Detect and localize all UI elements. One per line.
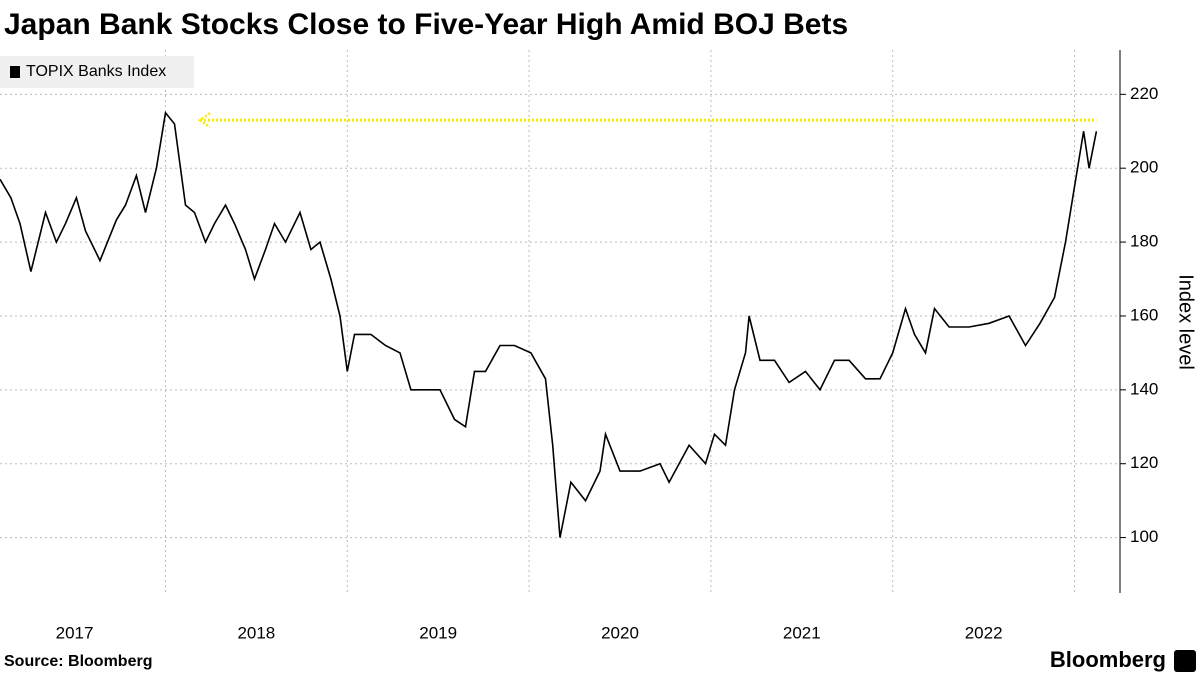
x-tick-label: 2017 (56, 623, 94, 642)
y-tick-label: 100 (1130, 527, 1158, 546)
x-tick-label: 2018 (237, 623, 275, 642)
y-axis-label: Index level (1175, 274, 1197, 370)
y-tick-label: 120 (1130, 453, 1158, 472)
brand: Bloomberg (1050, 647, 1166, 672)
y-tick-label: 220 (1130, 84, 1158, 103)
legend-box (0, 56, 194, 88)
x-tick-label: 2020 (601, 623, 639, 642)
y-tick-label: 140 (1130, 379, 1158, 398)
x-tick-label: 2021 (783, 623, 821, 642)
y-tick-label: 180 (1130, 232, 1158, 251)
y-tick-label: 160 (1130, 305, 1158, 324)
legend-swatch (10, 66, 20, 78)
x-tick-label: 2019 (419, 623, 457, 642)
x-tick-label: 2022 (965, 623, 1003, 642)
y-tick-label: 200 (1130, 158, 1158, 177)
arrow-head (197, 112, 211, 129)
chart-title: Japan Bank Stocks Close to Five-Year Hig… (4, 8, 848, 41)
series-line (0, 110, 1098, 538)
source: Source: Bloomberg (4, 653, 152, 670)
legend-label: TOPIX Banks Index (26, 63, 166, 80)
brand-icon (1174, 650, 1196, 672)
